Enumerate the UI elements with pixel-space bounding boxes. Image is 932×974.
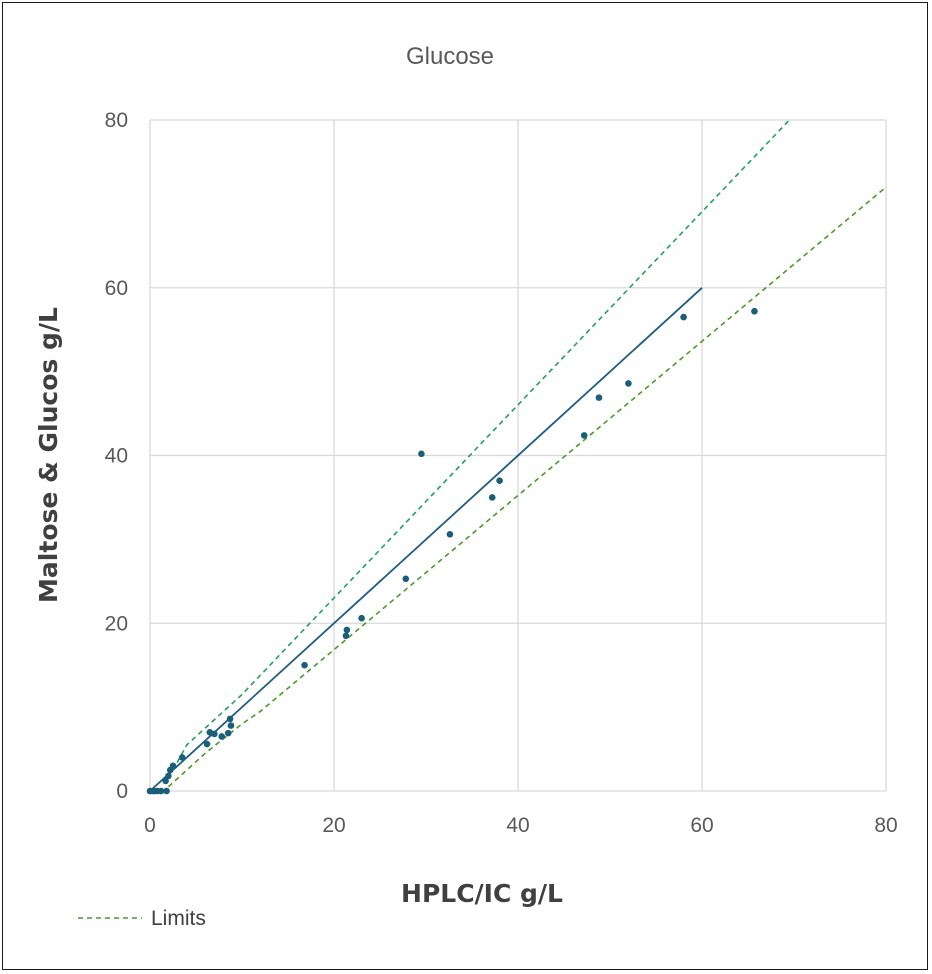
- y-axis-title: Maltose & Glucos g/L: [34, 307, 63, 603]
- data-point: [162, 777, 169, 785]
- x-tick-label: 60: [690, 814, 713, 837]
- data-point: [358, 614, 365, 622]
- lower-limit-line: [167, 186, 887, 788]
- data-point: [625, 380, 632, 387]
- data-point: [680, 313, 687, 321]
- data-point: [163, 787, 170, 795]
- data-point: [488, 494, 496, 501]
- legend-limits-label: Limits: [151, 907, 206, 930]
- data-point: [418, 450, 425, 458]
- y-tick-label: 0: [116, 780, 128, 803]
- series-lines: [149, 119, 887, 792]
- data-point: [218, 733, 226, 740]
- data-point: [751, 307, 758, 315]
- x-tick-label: 80: [874, 814, 897, 837]
- data-points: [146, 307, 758, 795]
- x-axis-title: HPLC/IC g/L: [401, 879, 563, 908]
- data-point: [595, 394, 603, 401]
- data-point: [211, 730, 218, 738]
- data-point: [402, 575, 410, 583]
- data-point: [203, 740, 211, 748]
- data-point: [227, 722, 235, 729]
- data-point: [226, 715, 234, 723]
- tick-labels: 0 20 40 60 80 0 20 40 60 80: [105, 109, 898, 837]
- x-tick-label: 0: [144, 814, 156, 837]
- data-point: [580, 432, 588, 439]
- upper-limit-line: [167, 119, 790, 779]
- chart-title: Glucose: [406, 43, 494, 70]
- data-point: [343, 626, 351, 634]
- data-point: [342, 632, 350, 640]
- y-tick-label: 60: [105, 277, 128, 300]
- gridlines: [149, 119, 887, 792]
- data-point: [178, 754, 186, 761]
- y-tick-label: 40: [105, 445, 128, 468]
- data-point: [496, 477, 503, 484]
- data-point: [224, 729, 232, 737]
- y-tick-label: 80: [105, 109, 128, 132]
- data-point: [446, 531, 454, 538]
- legend: Limits: [78, 907, 206, 930]
- identity-line: [149, 287, 703, 792]
- data-point: [301, 661, 308, 669]
- data-point: [169, 762, 177, 770]
- data-point: [165, 772, 172, 780]
- y-tick-label: 20: [105, 612, 128, 635]
- x-tick-label: 40: [506, 814, 529, 837]
- data-point: [157, 787, 165, 795]
- x-tick-label: 20: [322, 814, 345, 837]
